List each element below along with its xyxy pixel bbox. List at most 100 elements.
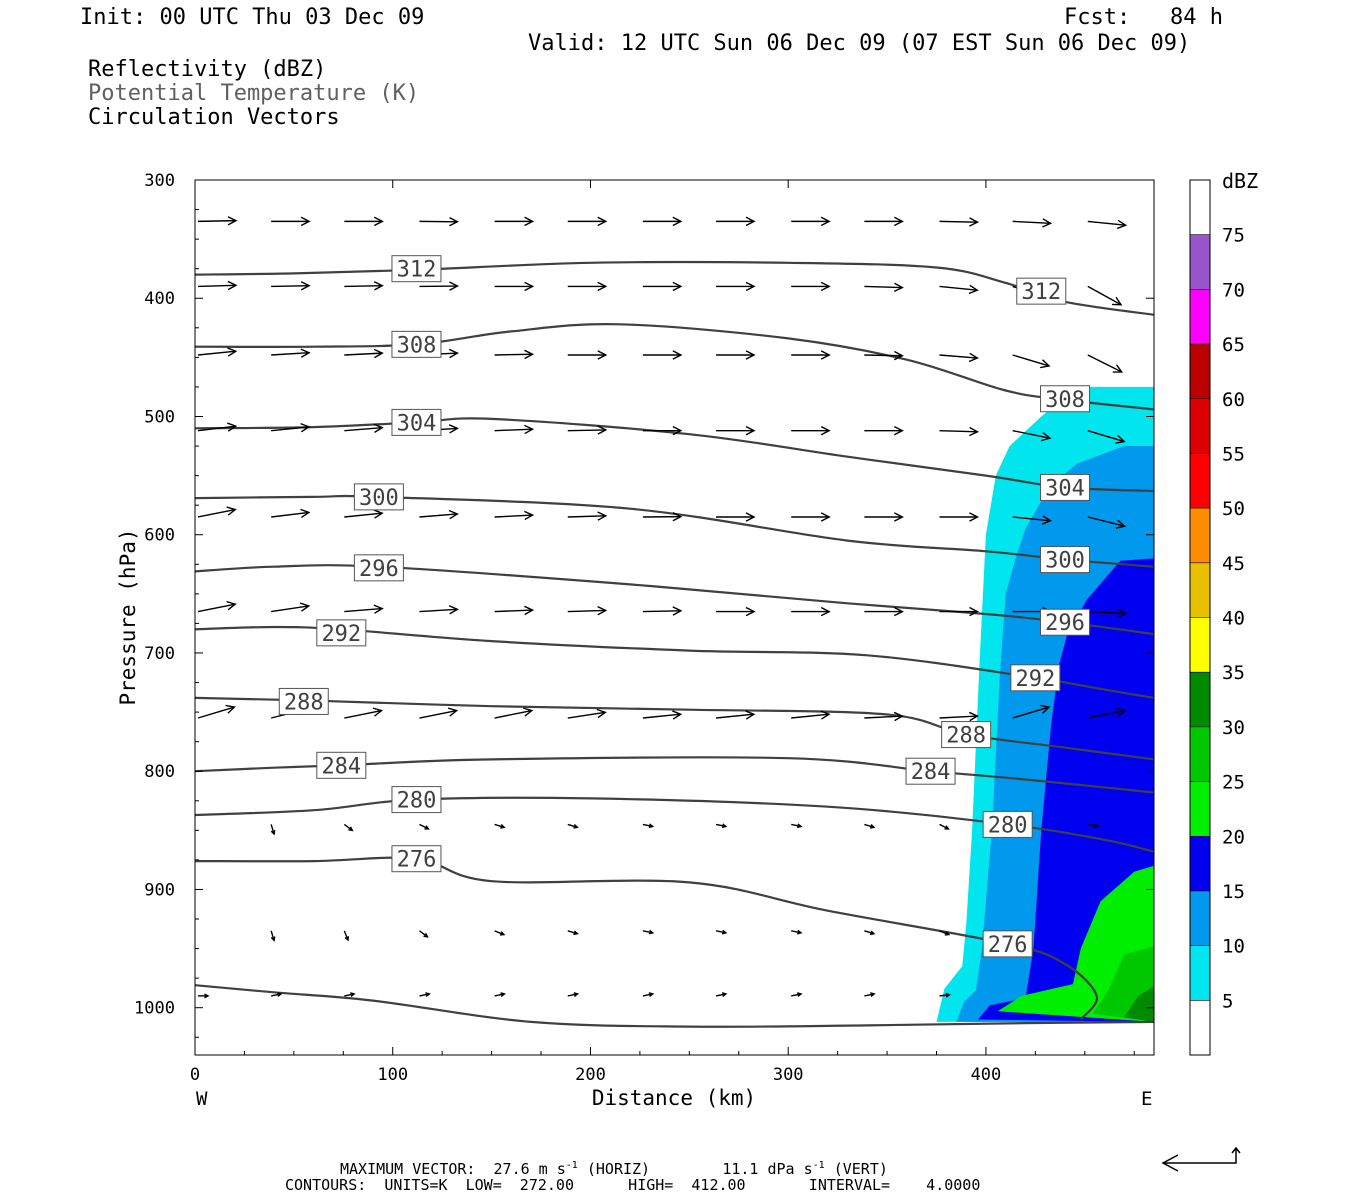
vector-head xyxy=(448,605,459,615)
vector-shaft xyxy=(939,220,978,223)
vector-head xyxy=(573,824,579,829)
vector-head xyxy=(523,707,534,717)
circulation-vector xyxy=(494,216,535,227)
theta-label: 304 xyxy=(397,411,437,436)
vector-shaft xyxy=(1087,354,1123,373)
circulation-vector xyxy=(270,824,276,836)
init-label: Init: 00 UTC Thu 03 Dec 09 xyxy=(80,5,425,30)
vector-head xyxy=(299,602,311,612)
theta-contour-284 xyxy=(195,756,1154,794)
vector-head xyxy=(500,824,506,829)
theta-label: 288 xyxy=(284,690,324,715)
circulation-vector xyxy=(271,422,311,433)
circulation-vector xyxy=(419,216,459,227)
circulation-vector xyxy=(1087,285,1123,306)
theta-contour-272 xyxy=(195,984,1154,1028)
vector-head xyxy=(204,993,210,999)
vector-head xyxy=(945,992,951,998)
colorbar-tick-label: 65 xyxy=(1222,334,1245,356)
vector-shaft xyxy=(1087,610,1126,615)
vector-shaft xyxy=(791,713,830,719)
vector-head xyxy=(745,425,756,436)
vector-head xyxy=(894,606,904,617)
y-tick-label: 600 xyxy=(144,526,175,546)
colorbar-bin-20 xyxy=(1190,781,1210,837)
circulation-vector xyxy=(567,992,580,997)
theta-label: 308 xyxy=(1045,388,1085,413)
circulation-vector xyxy=(419,605,459,615)
vector-head xyxy=(524,349,535,360)
circulation-vector xyxy=(1087,516,1127,529)
vector-shaft xyxy=(344,426,383,432)
circulation-vector xyxy=(939,352,979,363)
circulation-vector xyxy=(494,707,534,719)
colorbar-tick-label: 40 xyxy=(1222,608,1245,630)
vector-head xyxy=(373,509,384,519)
vector-head xyxy=(672,281,683,292)
circulation-vector xyxy=(939,512,980,522)
theta-label-box xyxy=(1010,664,1061,692)
vector-head xyxy=(745,350,756,360)
x-tick-label: 0 xyxy=(190,1065,200,1085)
vector-shaft xyxy=(642,993,653,997)
vector-shaft xyxy=(419,993,430,997)
vector-shaft xyxy=(343,823,353,831)
vector-head xyxy=(499,931,506,936)
circulation-vector xyxy=(864,350,904,361)
theta-label-box xyxy=(391,786,442,814)
vector-head xyxy=(648,992,655,997)
circulation-vector xyxy=(567,708,607,719)
circulation-vector xyxy=(716,512,756,522)
colorbar-bin-60 xyxy=(1190,344,1210,399)
x-tick-label: 300 xyxy=(773,1065,804,1085)
vector-shaft xyxy=(567,993,578,997)
circulation-vector xyxy=(270,930,276,942)
circulation-vector xyxy=(419,823,430,830)
circulation-vector xyxy=(791,606,831,617)
vector-head xyxy=(524,510,535,521)
vector-head xyxy=(597,216,608,227)
circulation-vector xyxy=(939,606,980,617)
vector-shaft xyxy=(271,993,282,997)
circulation-vector xyxy=(939,823,950,830)
vector-shaft xyxy=(419,930,428,938)
vector-shaft xyxy=(1087,516,1125,527)
vector-shaft xyxy=(1012,429,1051,439)
vector-head xyxy=(226,506,237,516)
vector-head xyxy=(300,508,311,519)
vector-head xyxy=(745,216,756,227)
circulation-vector xyxy=(715,710,756,720)
vector-shaft xyxy=(494,428,533,432)
colorbar-bin-35 xyxy=(1190,617,1210,673)
circulation-vector xyxy=(197,601,237,613)
theta-label-box xyxy=(1040,546,1091,574)
vector-shaft xyxy=(494,930,505,936)
circulation-vector xyxy=(642,992,655,997)
colorbar-bin-45 xyxy=(1190,508,1210,563)
vector-shaft xyxy=(494,609,533,613)
vector-head xyxy=(227,280,238,291)
circulation-vector xyxy=(198,993,210,999)
circulation-vector xyxy=(1087,430,1126,444)
circulation-vector xyxy=(642,823,655,829)
vector-shaft xyxy=(1012,706,1050,719)
colorbar-bin-15 xyxy=(1190,836,1210,891)
circulation-vector xyxy=(1012,704,1051,719)
vector-shaft xyxy=(197,284,237,288)
colorbar-tick-label: 5 xyxy=(1222,990,1233,1012)
colorbar-title: dBZ xyxy=(1222,169,1258,193)
circulation-vector xyxy=(567,511,608,521)
vector-shaft xyxy=(642,823,653,828)
vector-shaft xyxy=(419,513,458,518)
vector-head xyxy=(969,217,980,227)
vector-head xyxy=(820,216,831,227)
vector-shaft xyxy=(791,993,802,997)
circulation-vector xyxy=(642,511,683,522)
vector-shaft xyxy=(344,352,383,356)
vector-shaft xyxy=(567,609,606,613)
theta-label: 292 xyxy=(1015,667,1055,692)
vector-head xyxy=(348,826,354,832)
colorbar-bin-75 xyxy=(1190,180,1210,235)
theta-contour-276 xyxy=(195,856,1098,1021)
x-label-west: W xyxy=(196,1088,208,1110)
